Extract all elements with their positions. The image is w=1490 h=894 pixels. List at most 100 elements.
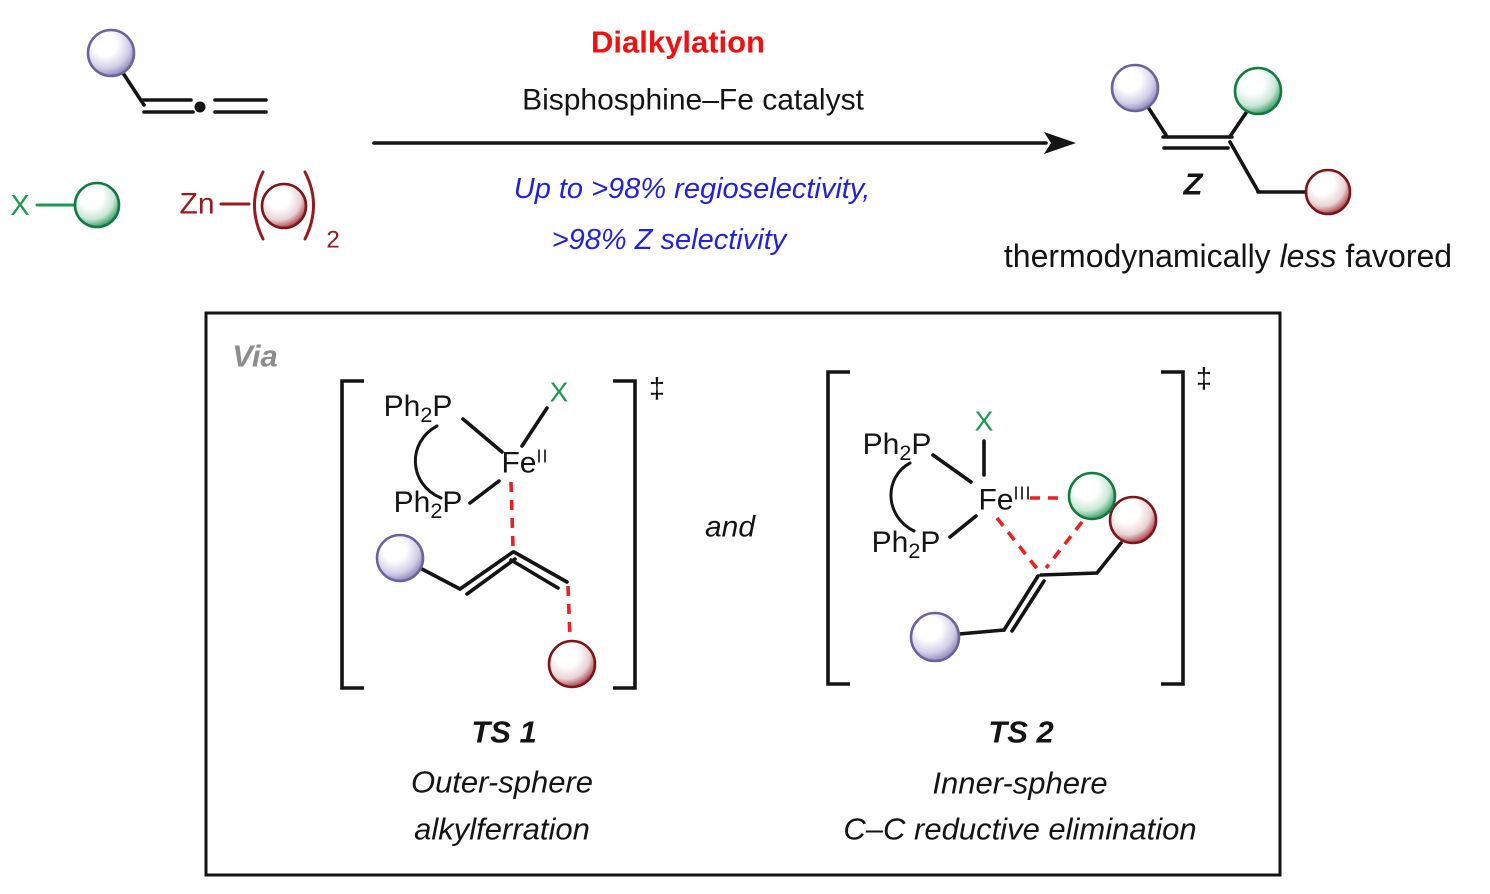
green-substituent-sphere	[1233, 66, 1283, 116]
caption-pre: thermodynamically	[1003, 238, 1280, 275]
ts1-structure	[375, 406, 597, 689]
selectivity-line1: Up to >98% regioselectivity,	[513, 172, 871, 205]
ts1-desc-line1: Outer-sphere	[410, 764, 594, 800]
selectivity-line2: >98% Z selectivity	[551, 223, 787, 256]
fe-carbon-dashed-bond	[509, 481, 515, 549]
product-caption: thermodynamically less favored	[1003, 238, 1453, 275]
ts1-dagger: ‡	[648, 372, 666, 405]
p: P	[911, 428, 932, 462]
fe-carbon-dashed-bond	[995, 516, 1040, 572]
ts2-phosphine-top-label: Ph2P	[863, 429, 932, 465]
p: P	[432, 390, 453, 424]
via-label: Via	[232, 338, 278, 374]
ts2-phosphine-bottom-label: Ph2P	[872, 527, 941, 563]
sub2: 2	[420, 402, 433, 428]
left-bracket	[340, 379, 364, 690]
oxidation-state: II	[536, 446, 549, 467]
ts2-brackets	[826, 370, 1185, 686]
double-bond	[458, 550, 515, 591]
ts2-desc-line2: C–C reductive elimination	[843, 811, 1197, 847]
red-alkyl-sphere	[547, 639, 597, 689]
close-paren	[303, 170, 315, 241]
product-structure	[1110, 63, 1352, 216]
ph: Ph	[393, 486, 431, 520]
allene-central-carbon-dot	[194, 101, 206, 113]
sub2: 2	[430, 498, 443, 524]
purple-substituent-sphere	[375, 533, 425, 583]
double-bond	[509, 558, 560, 590]
ts1-desc-line2: alkylferration	[414, 811, 590, 847]
ts1-phosphine-top-label: Ph2P	[384, 391, 453, 427]
alkyl-halide-reagent	[35, 181, 121, 229]
zinc-reagent	[219, 170, 315, 241]
bisphosphine-backbone-arc	[889, 461, 916, 533]
red-substituent-sphere	[1304, 168, 1352, 216]
bond-p-fe	[931, 453, 973, 484]
bond-p-fe	[948, 514, 978, 539]
caption-post: favored	[1336, 238, 1453, 275]
double-bond	[512, 550, 569, 584]
ph: Ph	[862, 428, 900, 462]
carbon-alkyl-dashed-bond	[566, 585, 572, 640]
p: P	[442, 486, 463, 520]
double-bond	[1010, 579, 1046, 633]
metal: Fe	[978, 483, 1014, 517]
ph: Ph	[871, 526, 909, 560]
ph: Ph	[383, 390, 421, 424]
and-label: and	[704, 510, 756, 544]
ts2-iron-label: FeIII	[978, 484, 1031, 516]
purple-substituent-sphere	[909, 611, 961, 663]
green-carbon-dashed-bond	[1044, 520, 1084, 570]
p: P	[920, 526, 941, 560]
ts2-desc-line1: Inner-sphere	[932, 765, 1108, 801]
green-substituent-sphere	[73, 181, 121, 229]
bisphosphine-backbone-arc	[413, 424, 443, 500]
zinc-subscript: 2	[326, 226, 340, 254]
red-alkyl-sphere	[1108, 495, 1158, 545]
halide-x-label: X	[10, 189, 30, 222]
allene-reactant	[86, 28, 268, 114]
ts1-x-label: X	[549, 376, 569, 408]
ts1-name: TS 1	[471, 714, 537, 750]
ts1-brackets	[340, 379, 637, 690]
bond-x-fe	[520, 406, 549, 448]
bond-to-red-sphere	[1039, 541, 1123, 577]
bond-p-fe	[468, 479, 501, 505]
ts1-phosphine-bottom-label: Ph2P	[394, 487, 463, 523]
purple-substituent-sphere	[86, 28, 136, 78]
reaction-arrow	[372, 132, 1076, 154]
z-configuration-label: Z	[1183, 166, 1203, 202]
ts1-iron-label: FeII	[501, 447, 548, 479]
bond	[957, 628, 1006, 636]
double-bond	[1002, 574, 1040, 632]
ts2-dagger: ‡	[1195, 362, 1213, 395]
bond-p-fe	[461, 417, 504, 454]
oxidation-state: III	[1013, 483, 1032, 504]
bond	[418, 566, 462, 591]
bond	[1146, 105, 1168, 137]
open-paren	[253, 170, 265, 241]
left-bracket	[826, 370, 850, 686]
zinc-label: Zn	[179, 187, 215, 221]
bond	[1228, 140, 1260, 193]
caption-italic: less	[1279, 238, 1337, 275]
metal: Fe	[501, 446, 537, 480]
ts2-name: TS 2	[988, 714, 1054, 750]
ts2-x-label: X	[974, 405, 994, 437]
sub2: 2	[899, 440, 912, 466]
green-alkyl-sphere	[1067, 471, 1117, 521]
double-bond	[465, 557, 517, 596]
ts2-structure	[889, 439, 1158, 663]
arrow-head	[1044, 132, 1076, 154]
right-bracket	[613, 379, 637, 690]
purple-substituent-sphere	[1110, 63, 1160, 113]
bond	[121, 71, 146, 107]
catalyst-label: Bisphosphine–Fe catalyst	[522, 83, 864, 117]
right-bracket	[1161, 370, 1185, 686]
red-substituent-sphere	[260, 182, 308, 230]
sub2: 2	[908, 538, 921, 564]
mechanism-box-border	[204, 311, 1282, 877]
reaction-title: Dialkylation	[591, 24, 765, 60]
